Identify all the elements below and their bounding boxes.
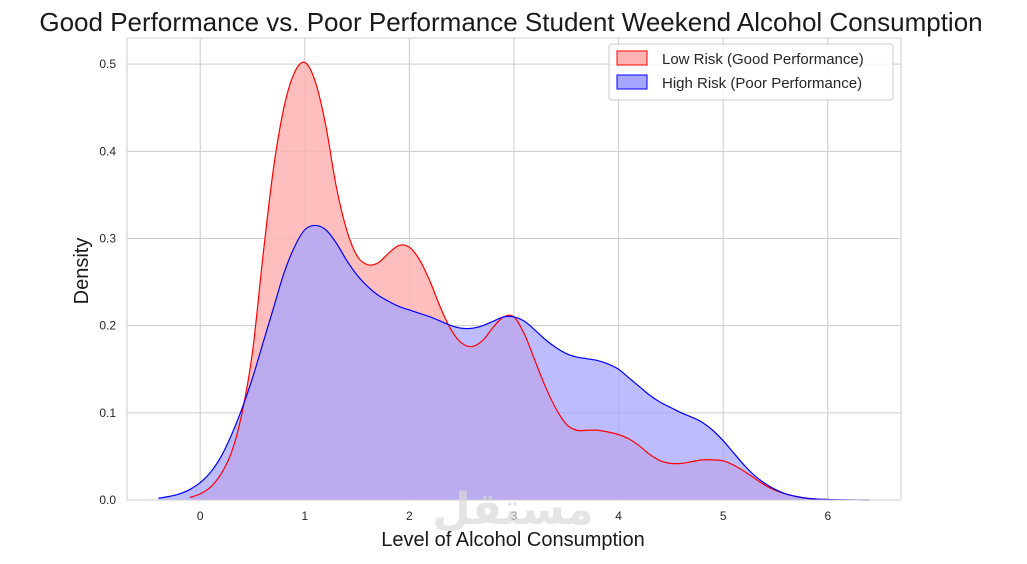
legend-label-low-risk: Low Risk (Good Performance) — [662, 51, 864, 68]
legend-box — [608, 43, 894, 101]
tick-layer: 0 1 2 3 4 5 6 0.0 0.1 0.2 0.3 0.4 0.5 — [99, 57, 831, 523]
y-tick-label: 0.1 — [99, 406, 116, 420]
x-axis-label: Level of Alcohol Consumption — [381, 529, 645, 551]
y-tick-label: 0.3 — [99, 231, 116, 245]
plot-frame — [126, 37, 902, 501]
area-fill-high-risk — [158, 225, 870, 501]
x-tick-label: 1 — [301, 509, 308, 523]
x-tick-label: 0 — [197, 509, 204, 523]
density-line-low-risk — [189, 61, 839, 501]
chart-title: Good Performance vs. Poor Performance St… — [39, 7, 982, 37]
x-tick-label: 5 — [720, 509, 727, 523]
watermark-logo: مستقل — [433, 485, 594, 534]
x-tick-label: 6 — [824, 509, 831, 523]
legend-swatch-low-risk — [616, 50, 648, 66]
x-tick-label: 2 — [406, 509, 413, 523]
legend-label-high-risk: High Risk (Poor Performance) — [662, 75, 862, 92]
y-tick-label: 0.5 — [99, 57, 116, 71]
density-line-high-risk — [158, 224, 870, 501]
y-tick-label: 0.2 — [99, 319, 116, 333]
x-tick-label: 4 — [615, 509, 622, 523]
y-axis-label: Density — [71, 238, 93, 305]
y-tick-label: 0.4 — [99, 144, 116, 158]
legend: Low Risk (Good Performance) High Risk (P… — [608, 43, 894, 101]
legend-swatch-high-risk — [616, 74, 648, 90]
y-tick-label: 0.0 — [99, 493, 116, 507]
series-layer — [158, 61, 870, 501]
x-tick-label: 3 — [511, 509, 518, 523]
